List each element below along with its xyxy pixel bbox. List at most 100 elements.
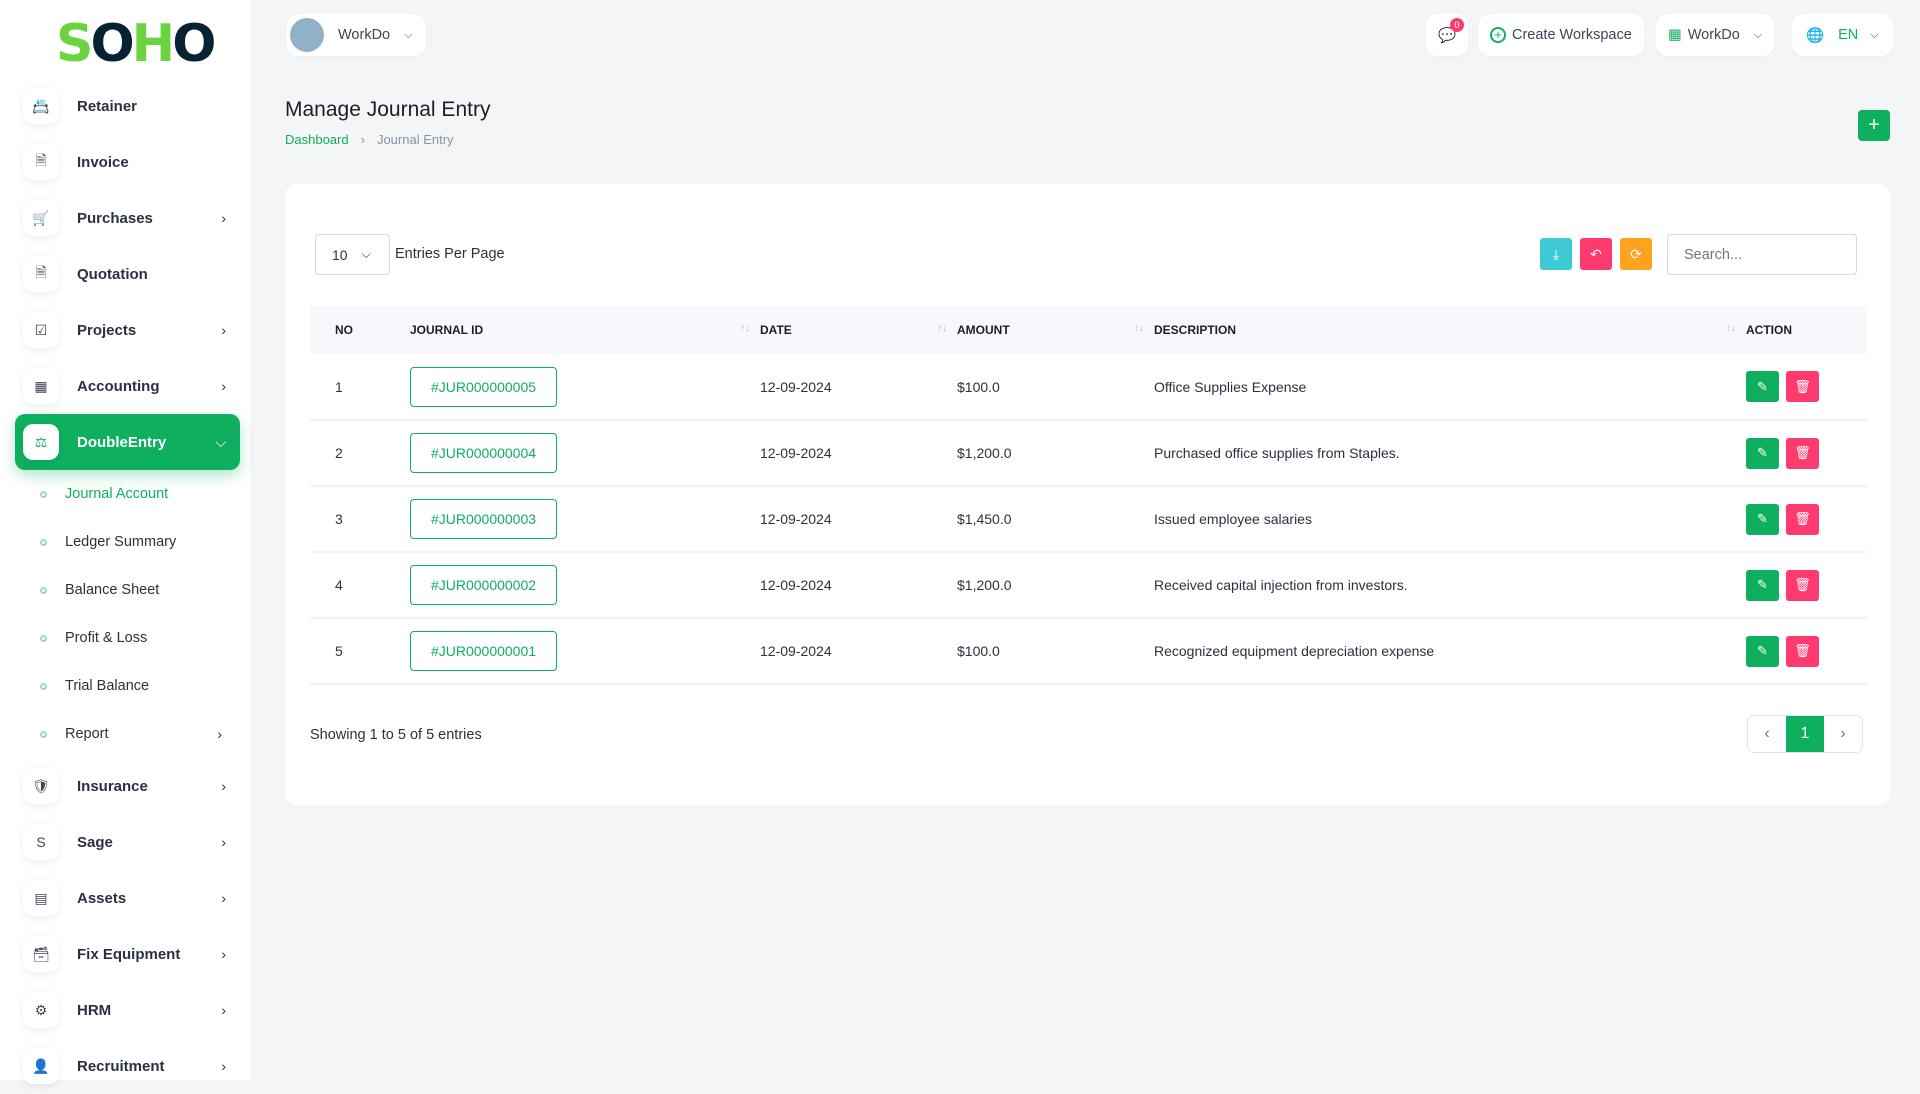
chevron-right-icon: › (221, 778, 226, 794)
chevron-right-icon: › (221, 890, 226, 906)
menu-icon: 🗃 (23, 936, 59, 972)
submenu-item[interactable]: Journal Account (15, 470, 240, 518)
bullet-icon (40, 730, 47, 738)
column-header[interactable]: AMOUNT ↑↓ (957, 306, 1154, 354)
breadcrumb-current: Journal Entry (376, 132, 454, 147)
sidebar-item-quotation[interactable]: 🗎 Quotation (15, 246, 240, 302)
menu-icon: 👤 (23, 1048, 59, 1084)
sidebar-item-accounting[interactable]: ▦ Accounting › (15, 358, 240, 414)
column-header[interactable]: DATE ↑↓ (760, 306, 957, 354)
column-header[interactable]: DESCRIPTION ↑↓ (1154, 306, 1746, 354)
sidebar-item-projects[interactable]: ☑ Projects › (15, 302, 240, 358)
menu-icon: 📇 (23, 88, 59, 124)
column-header[interactable]: NO (310, 306, 410, 354)
language-selector[interactable]: 🌐 EN ⌵ (1792, 14, 1893, 56)
submenu-item[interactable]: Balance Sheet (15, 566, 240, 614)
delete-button[interactable]: 🗑 (1786, 569, 1819, 601)
sidebar-item[interactable]: 👤 Recruitment › (15, 1038, 240, 1094)
sidebar-item[interactable]: ⚙ HRM › (15, 982, 240, 1038)
chevron-icon: › (221, 322, 226, 338)
entries-per-page-select[interactable]: 10 ⌵ (315, 234, 390, 275)
chevron-right-icon: › (221, 1002, 226, 1018)
journal-id-link[interactable]: #JUR000000005 (410, 366, 557, 407)
delete-button[interactable]: 🗑 (1786, 371, 1819, 402)
next-page-button[interactable]: › (1840, 725, 1846, 742)
edit-button[interactable]: ✎ (1746, 569, 1779, 601)
delete-button[interactable]: 🗑 (1786, 503, 1819, 535)
journal-id-link[interactable]: #JUR000000003 (410, 499, 557, 539)
sidebar-item-purchases[interactable]: 🛒 Purchases › (15, 190, 240, 246)
breadcrumb-dashboard[interactable]: Dashboard (285, 132, 349, 147)
sidebar-item-doubleentry[interactable]: ⚖ DoubleEntry ⌵ (15, 414, 240, 470)
sidebar-item-retainer[interactable]: 📇 Retainer (15, 78, 240, 134)
menu-icon: ⚙ (23, 992, 59, 1028)
undo-icon: ↶ (1590, 245, 1602, 262)
globe-icon: 🌐 (1806, 27, 1825, 44)
showing-entries: Showing 1 to 5 of 5 entries (310, 727, 482, 743)
edit-button[interactable]: ✎ (1746, 635, 1779, 667)
sidebar-item[interactable]: 🗃 Fix Equipment › (15, 926, 240, 982)
sort-icon: ↑↓ (1134, 323, 1144, 334)
menu-icon: 🗎 (23, 256, 59, 292)
table-row: 1 #JUR000000005 12-09-2024 $100.0 Office… (310, 354, 1867, 421)
column-header[interactable]: ACTION (1746, 306, 1867, 354)
table-row: 5 #JUR000000001 12-09-2024 $100.0 Recogn… (310, 618, 1867, 685)
chevron-down-icon: ⌵ (404, 28, 413, 41)
sidebar-item[interactable]: S Sage › (15, 814, 240, 870)
messages-button[interactable]: 💬 0 (1426, 14, 1468, 56)
create-workspace-button[interactable]: + Create Workspace (1478, 14, 1644, 56)
bullet-icon (40, 682, 47, 690)
workdo-menu[interactable]: ▦ WorkDo ⌵ (1656, 14, 1775, 56)
edit-button[interactable]: ✎ (1746, 437, 1779, 469)
download-icon: ⤓ (1552, 245, 1560, 262)
plus-icon: + (1868, 114, 1880, 136)
chat-icon: 💬 (1437, 27, 1457, 44)
bullet-icon (40, 490, 47, 498)
sidebar-item-invoice[interactable]: 🗎 Invoice (15, 134, 240, 190)
journal-id-link[interactable]: #JUR000000002 (410, 565, 557, 605)
menu-icon: 🛒 (23, 200, 59, 236)
export-button[interactable]: ⤓ (1540, 238, 1572, 270)
column-header[interactable]: JOURNAL ID ↑↓ (410, 306, 760, 354)
chevron-icon: ⌵ (215, 433, 226, 450)
sidebar: SOHO 📇 Retainer 🗎 Invoice 🛒 Purchases › 🗎 Quotat… (0, 0, 250, 1084)
submenu-item[interactable]: Trial Balance (15, 662, 240, 710)
menu-icon: ☑ (23, 312, 59, 348)
apps-icon: ▦ (1668, 27, 1682, 43)
bullet-icon (40, 634, 47, 642)
sort-icon: ↑↓ (937, 323, 947, 334)
prev-page-button[interactable]: ‹ (1764, 725, 1770, 742)
delete-button[interactable]: 🗑 (1786, 635, 1819, 667)
chevron-icon: › (221, 210, 226, 226)
journal-id-link[interactable]: #JUR000000004 (410, 433, 557, 473)
bullet-icon (40, 538, 47, 546)
add-journal-entry-button[interactable]: + (1858, 110, 1890, 141)
sidebar-item[interactable]: ▤ Assets › (15, 870, 240, 926)
journal-id-link[interactable]: #JUR000000001 (410, 631, 557, 671)
delete-button[interactable]: 🗑 (1786, 437, 1819, 469)
edit-button[interactable]: ✎ (1746, 371, 1779, 402)
menu-icon: 🗎 (23, 144, 59, 180)
edit-button[interactable]: ✎ (1746, 503, 1779, 535)
table-row: 4 #JUR000000002 12-09-2024 $1,200.0 Rece… (310, 552, 1867, 619)
table-row: 3 #JUR000000003 12-09-2024 $1,450.0 Issu… (310, 486, 1867, 553)
sidebar-item[interactable]: 🛡 Insurance › (15, 758, 240, 814)
submenu-item[interactable]: Report › (15, 710, 240, 758)
refresh-button[interactable]: ⟳ (1620, 238, 1652, 270)
workspace-switcher[interactable]: WorkDo ⌵ (286, 14, 427, 56)
pagination: ‹ 1 › (1747, 715, 1863, 753)
page-1-button[interactable]: 1 (1786, 716, 1824, 752)
submenu-item[interactable]: Ledger Summary (15, 518, 240, 566)
menu-icon: ▦ (23, 368, 59, 404)
bullet-icon (40, 586, 47, 594)
submenu-item[interactable]: Profit & Loss (15, 614, 240, 662)
chevron-icon: › (221, 378, 226, 394)
chevron-right-icon: › (221, 834, 226, 850)
undo-button[interactable]: ↶ (1580, 238, 1612, 270)
chevron-down-icon: ⌵ (1753, 28, 1763, 41)
menu-icon: ▤ (23, 880, 59, 916)
journal-table: NO JOURNAL ID ↑↓ DATE ↑↓ AMOUNT ↑↓ DESCRIPTION ↑… (310, 306, 1867, 685)
search-input[interactable] (1667, 234, 1857, 275)
chevron-right-icon: › (217, 726, 222, 742)
soho-logo: SOHO (56, 14, 216, 74)
